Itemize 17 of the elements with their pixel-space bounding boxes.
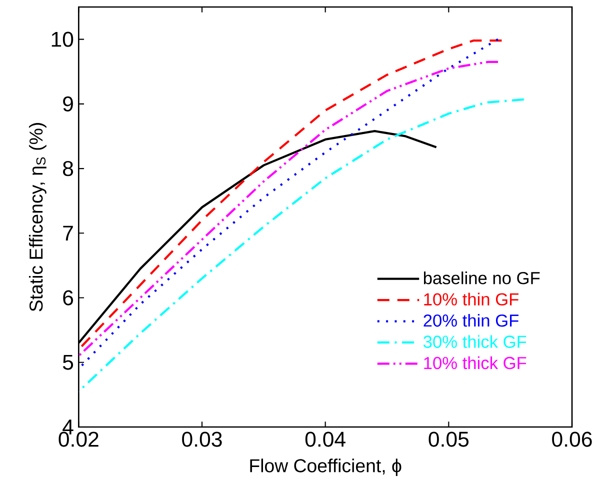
legend-label: 30% thick GF (424, 335, 526, 348)
y-tick-label: 6 (63, 290, 74, 306)
y-tick-label: 10 (52, 32, 74, 47)
y-axis-title: Static Efficency, η$_{S}$ (%) (29, 123, 46, 312)
x-tick-label: 0.05 (428, 432, 469, 447)
y-tick-label: 7 (63, 226, 73, 240)
legend-label: 10% thick GF (424, 356, 526, 370)
legend-label: 10% thin GF (424, 292, 518, 306)
legend-label: 20% thin GF (424, 314, 518, 327)
x-axis-title: Flow Coefficient, ϕ (250, 458, 402, 476)
y-tick-label: 8 (63, 160, 74, 176)
y-tick-label: 5 (62, 354, 74, 370)
y-tick-label: 9 (63, 96, 73, 112)
x-tick-label: 0.04 (305, 432, 346, 447)
x-tick-label: 0.06 (552, 432, 592, 447)
x-tick-label: 0.03 (182, 432, 222, 447)
legend-label: baseline no GF (424, 272, 540, 284)
